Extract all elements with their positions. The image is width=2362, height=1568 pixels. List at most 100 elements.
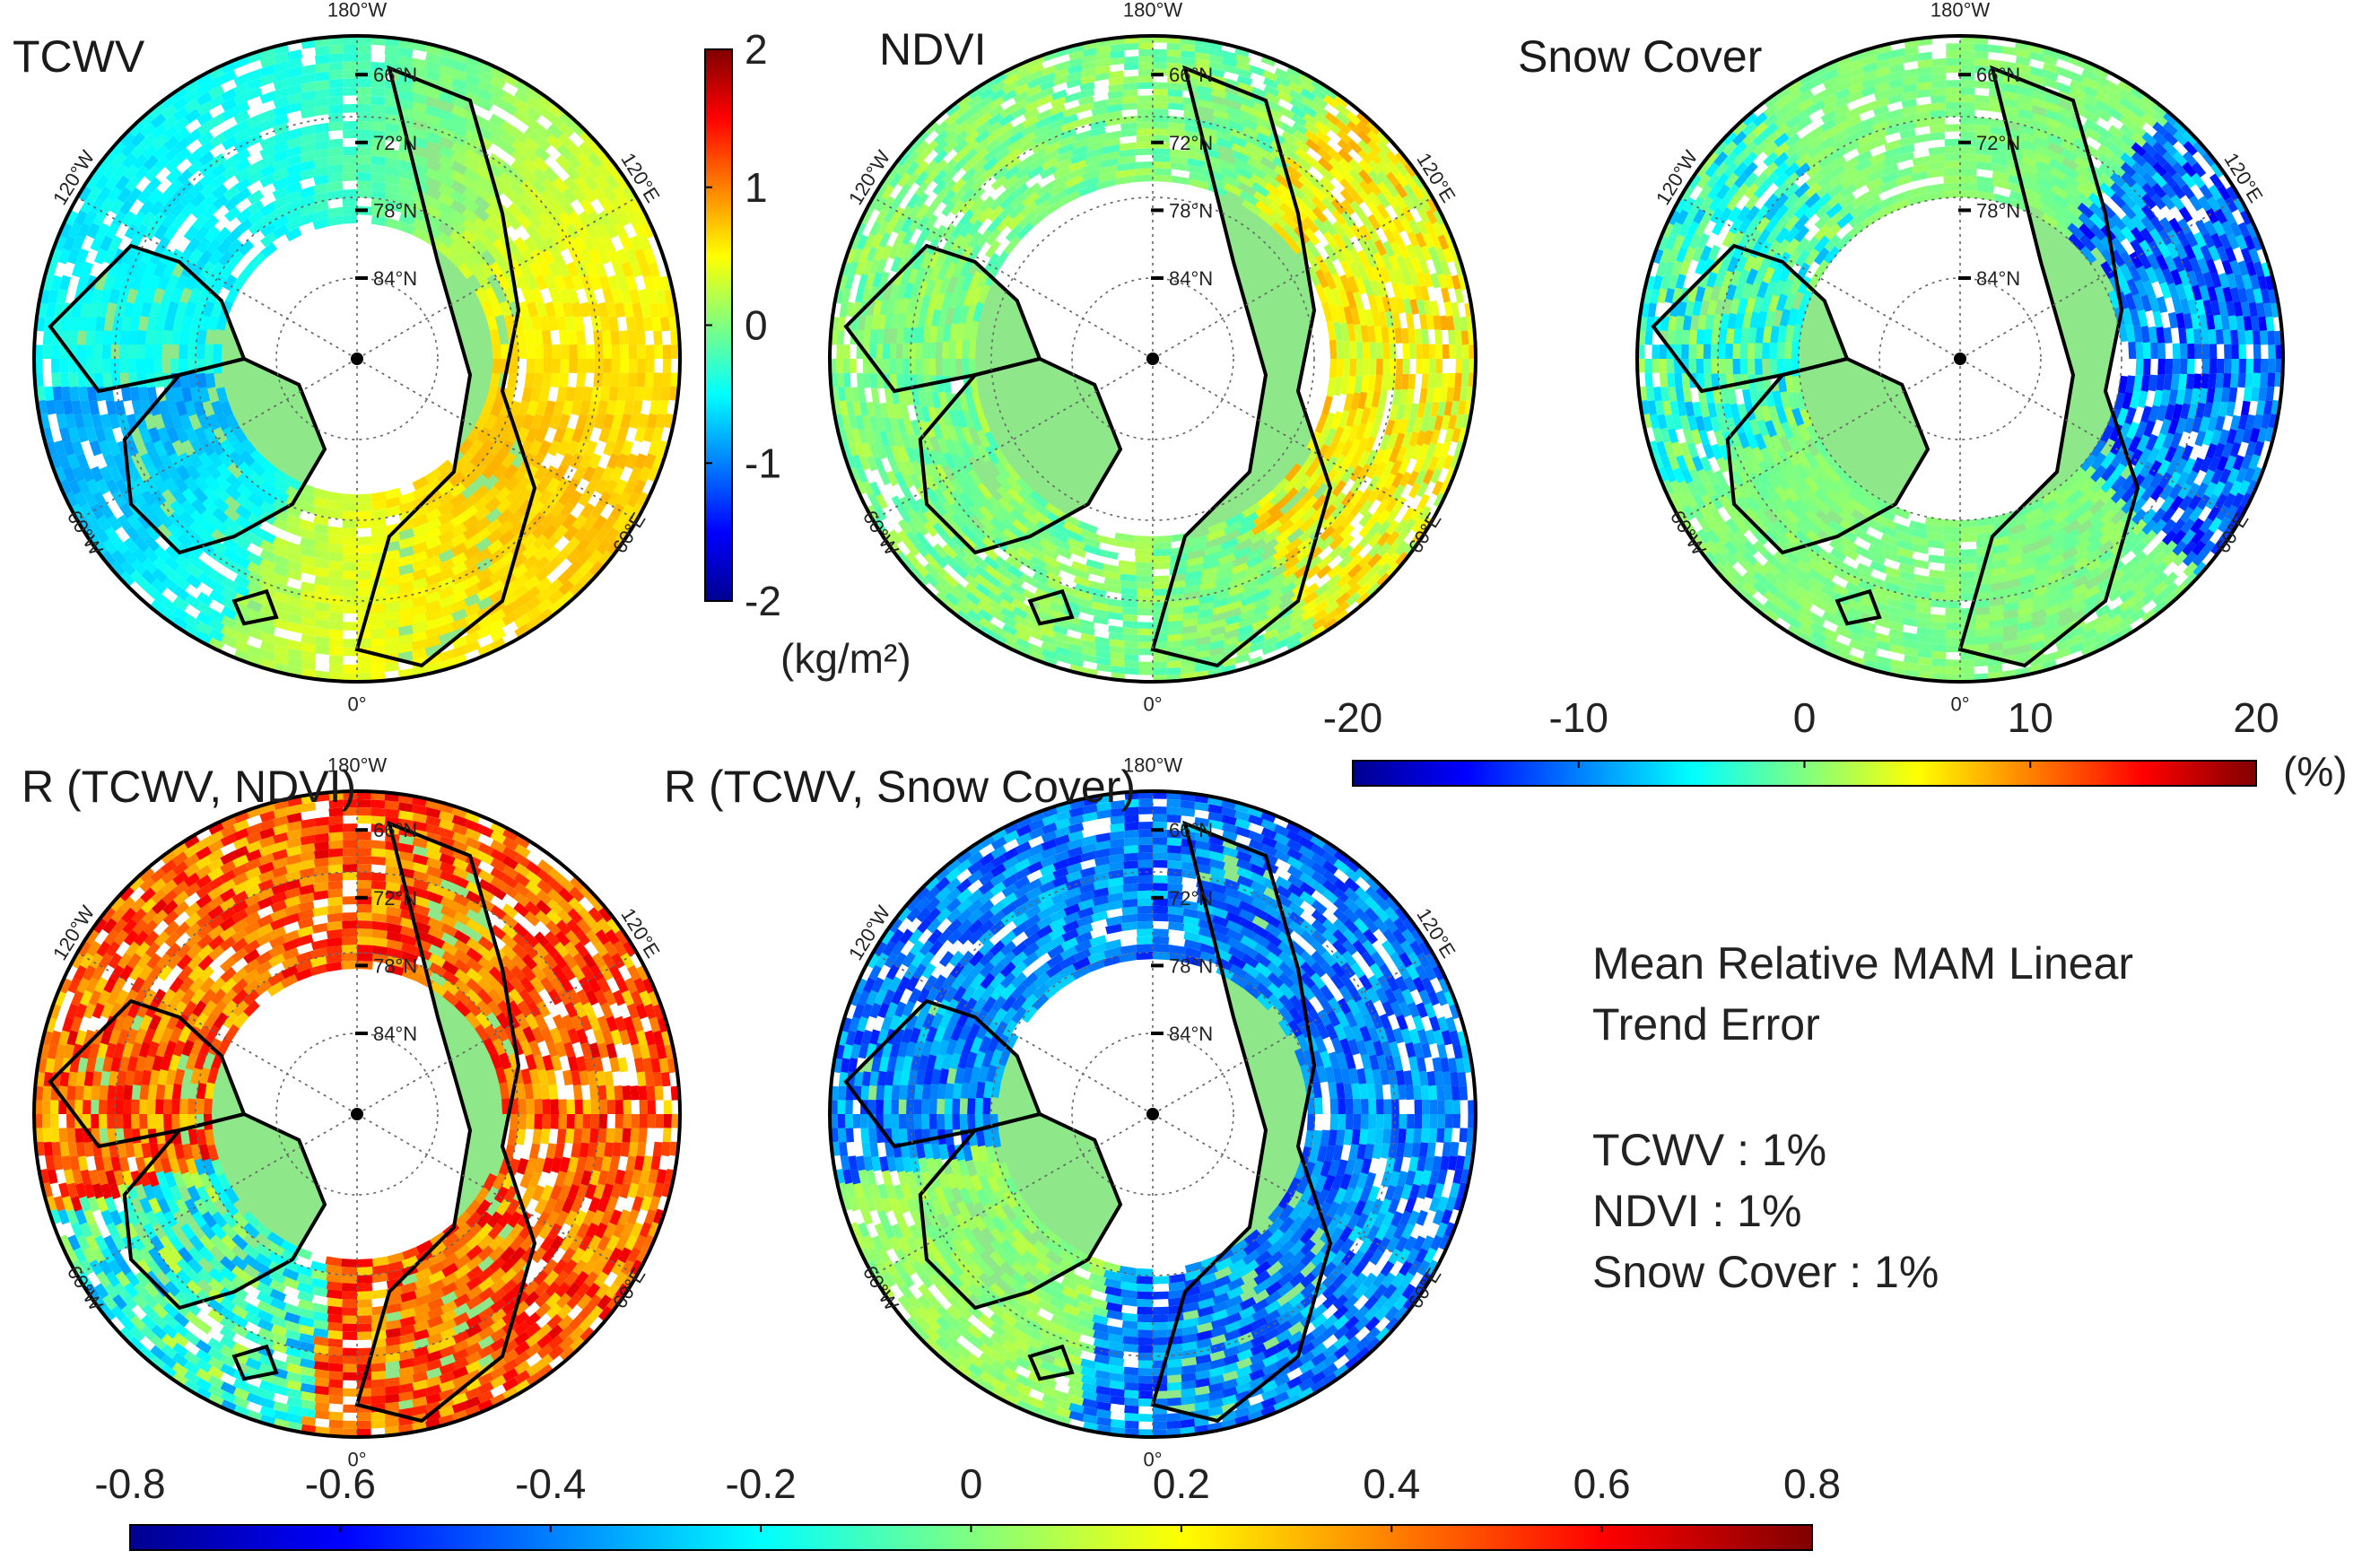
- data-cell: [1124, 667, 1138, 675]
- data-cell: [1462, 344, 1469, 359]
- data-cell: [328, 147, 344, 157]
- data-cell: [929, 342, 937, 359]
- data-cell: [544, 344, 553, 359]
- data-cell: [559, 330, 569, 345]
- data-cell: [328, 87, 343, 97]
- data-cell: [1974, 599, 1990, 608]
- polar-map-panel-2: 66°N72°N78°N84°N180°W120°E60°E0°60°W120°…: [830, 0, 1476, 715]
- data-cell: [1944, 161, 1960, 169]
- lat-label: 72°N: [373, 132, 417, 154]
- data-cell: [1138, 635, 1154, 642]
- data-cell: [1762, 343, 1770, 359]
- data-cell: [1704, 373, 1713, 388]
- lat-label: 66°N: [373, 64, 417, 86]
- data-cell: [328, 621, 343, 631]
- data-cell: [328, 561, 344, 571]
- data-cell: [1153, 655, 1167, 662]
- data-cell: [1913, 559, 1930, 569]
- data-cell: [1704, 359, 1712, 374]
- data-cell: [1153, 109, 1169, 116]
- data-cell: [1124, 57, 1138, 65]
- data-cell: [2187, 359, 2195, 374]
- data-cell: [315, 628, 330, 638]
- data-cell: [2153, 311, 2164, 328]
- data-cell: [68, 372, 78, 387]
- data-cell: [1153, 122, 1169, 129]
- data-cell: [1167, 640, 1182, 649]
- data-cell: [1172, 176, 1191, 186]
- data-cell: [1123, 627, 1138, 635]
- data-cell: [1153, 155, 1171, 162]
- data-cell: [1960, 168, 1977, 176]
- data-cell: [70, 387, 80, 402]
- data-cell: [260, 91, 276, 104]
- data-cell: [1168, 607, 1184, 615]
- data-cell: [1945, 571, 1961, 579]
- data-cell: [1349, 359, 1356, 377]
- data-cell: [1944, 542, 1961, 550]
- data-cell: [1167, 49, 1181, 57]
- data-cell: [636, 330, 646, 344]
- data-cell: [385, 636, 400, 646]
- data-cell: [1960, 564, 1976, 572]
- data-cell: [1462, 359, 1469, 373]
- data-cell: [329, 45, 344, 55]
- data-cell: [896, 359, 903, 374]
- data-cell: [357, 656, 371, 665]
- data-cell: [357, 155, 371, 164]
- data-cell: [1122, 102, 1138, 110]
- data-cell: [492, 359, 501, 374]
- data-cell: [2178, 374, 2187, 390]
- data-cell: [1943, 535, 1960, 543]
- data-cell: [617, 387, 628, 402]
- data-cell: [1168, 89, 1183, 97]
- data-cell: [357, 172, 371, 181]
- data-cell: [370, 664, 385, 674]
- data-cell: [1945, 139, 1961, 147]
- data-cell: [603, 344, 612, 359]
- data-cell: [552, 359, 561, 373]
- data-cell: [1944, 168, 1961, 176]
- data-cell: [876, 329, 885, 344]
- data-cell: [1930, 585, 1946, 594]
- data-cell: [370, 121, 386, 131]
- data-cell: [1408, 328, 1416, 344]
- data-cell: [1944, 564, 1960, 572]
- data-cell: [357, 493, 372, 502]
- data-cell: [1122, 96, 1137, 104]
- data-cell: [942, 359, 949, 376]
- data-cell: [836, 359, 843, 373]
- data-cell: [315, 645, 330, 655]
- data-cell: [343, 87, 357, 96]
- data-cell: [1960, 586, 1975, 594]
- data-cell: [1124, 648, 1139, 656]
- data-cell: [889, 359, 896, 374]
- data-cell: [883, 359, 890, 374]
- lat-tick: [355, 276, 368, 280]
- data-cell: [357, 95, 371, 104]
- data-cell: [328, 552, 344, 562]
- data-cell: [654, 344, 663, 359]
- data-cell: [329, 664, 344, 674]
- data-cell: [1960, 146, 1976, 154]
- data-cell: [327, 173, 343, 183]
- data-cell: [315, 636, 330, 646]
- data-cell: [1416, 344, 1423, 359]
- data-cell: [145, 330, 155, 345]
- data-cell: [1124, 63, 1139, 71]
- data-cell: [922, 343, 929, 359]
- data-cell: [2136, 342, 2144, 359]
- data-cell: [916, 359, 923, 375]
- data-cell: [1153, 588, 1169, 596]
- data-cell: [1138, 641, 1153, 649]
- data-cell: [626, 387, 636, 402]
- data-cell: [1382, 343, 1390, 359]
- data-cell: [328, 570, 344, 579]
- data-cell: [628, 372, 638, 387]
- data-cell: [533, 373, 543, 388]
- data-cell: [370, 96, 385, 106]
- data-cell: [889, 344, 896, 359]
- data-cell: [909, 359, 916, 375]
- data-cell: [179, 344, 187, 359]
- data-cell: [578, 344, 587, 359]
